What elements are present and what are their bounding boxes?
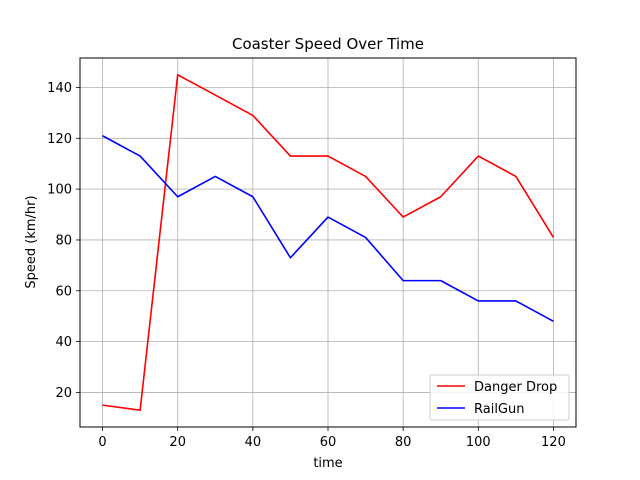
y-tick-label: 60 [55, 284, 72, 299]
x-tick-label: 80 [395, 435, 412, 450]
series-line-1 [102, 73, 555, 412]
y-axis-label: Speed (km/hr) [24, 195, 39, 288]
x-tick-label: 40 [245, 435, 262, 450]
legend: Danger Drop RailGun [429, 374, 570, 421]
y-tick-label: 40 [55, 335, 72, 350]
x-tick-label: 0 [98, 435, 106, 450]
y-tick-label: 140 [47, 81, 72, 96]
x-tick-label: 120 [541, 435, 566, 450]
x-axis-label: time [313, 456, 342, 471]
chart-title: Coaster Speed Over Time [232, 35, 424, 53]
y-tick-label: 80 [55, 233, 72, 248]
series-line-2 [102, 135, 554, 322]
axis-ticks: 0 20 40 60 80 100 120 20 40 60 80 100 120 140 [47, 81, 566, 450]
x-tick-label: 20 [169, 435, 186, 450]
x-tick-label: 100 [466, 435, 491, 450]
y-tick-label: 100 [47, 183, 72, 198]
grid-lines [80, 58, 576, 427]
legend-label: Danger Drop [474, 380, 557, 395]
y-tick-label: 20 [55, 386, 72, 401]
y-tick-label: 120 [47, 132, 72, 147]
legend-label: RailGun [474, 402, 525, 417]
series-layer [102, 73, 555, 412]
x-tick-label: 60 [320, 435, 337, 450]
